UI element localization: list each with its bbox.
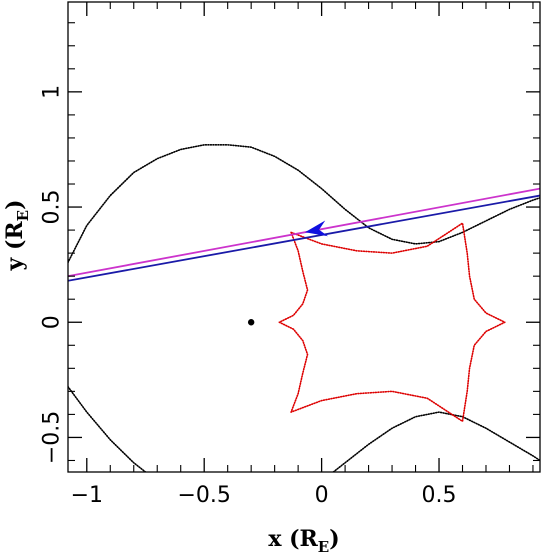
x-tick-label: −0.5 [177, 483, 230, 508]
series-critical-curve-lower-left [68, 385, 147, 472]
plot-area [68, 144, 540, 472]
lens-position-point [247, 319, 255, 326]
axis-ticks [68, 2, 540, 472]
x-tick-label: 0 [315, 483, 329, 508]
y-axis-label-close: ) [2, 200, 28, 210]
x-tick-label: −1 [71, 483, 103, 508]
tick-labels: −1 −0.5 0 0.5−0.500.51 [40, 85, 457, 508]
y-tick-label: −0.5 [40, 411, 65, 464]
series-critical-curve-upper [68, 144, 540, 264]
y-tick-label: 0 [40, 315, 65, 329]
series-critical-curve-lower-right [332, 411, 540, 472]
y-axis-label-sub: E [14, 210, 32, 221]
series-trajectory-magenta [68, 187, 540, 278]
x-tick-label: 0.5 [422, 483, 457, 508]
y-tick-label: 1 [40, 85, 65, 99]
x-axis-label: x (RE) [268, 526, 339, 555]
x-axis-label-main: x (R [268, 526, 318, 552]
x-axis-label-sub: E [318, 538, 329, 555]
y-tick-label: 0.5 [40, 190, 65, 225]
y-axis-label-main: y (R [2, 221, 28, 272]
x-axis-label-close: ) [329, 526, 339, 552]
series-trajectory-blue [68, 194, 540, 282]
y-axis-label: y (RE) [2, 200, 32, 272]
direction-arrow [305, 220, 329, 237]
plot-frame [67, 1, 541, 473]
series-caustic [278, 222, 506, 423]
